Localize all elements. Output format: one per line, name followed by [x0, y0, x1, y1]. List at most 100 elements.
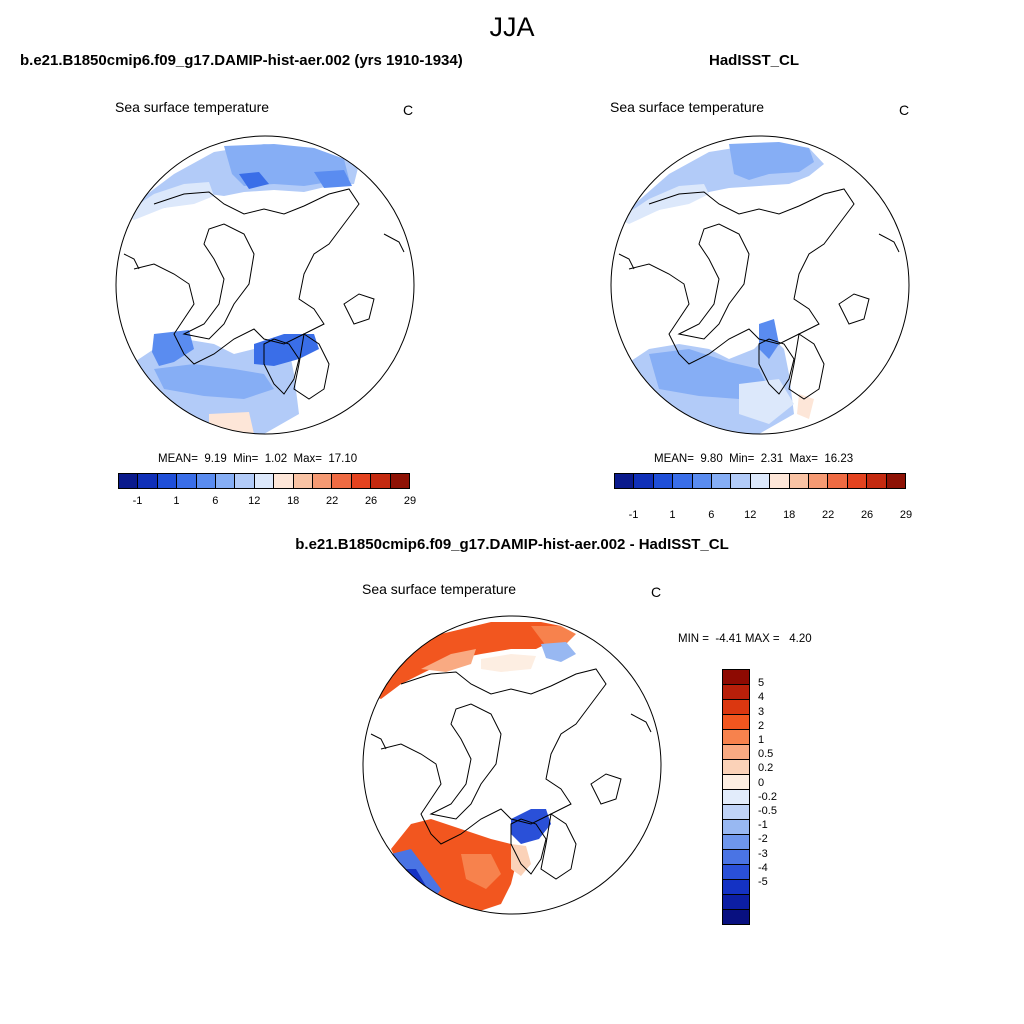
colorbar-tick-label: 29 — [403, 495, 417, 507]
colorbar-swatch — [828, 474, 848, 488]
model-colorbar — [118, 473, 410, 489]
nordic-light-anomaly — [511, 844, 531, 876]
atlantic-moderate-anomaly — [461, 854, 501, 889]
diff-min-value: -4.41 — [715, 633, 742, 645]
obs-max-label: Max= — [789, 453, 818, 465]
model-mean-label: MEAN= — [158, 453, 198, 465]
pacific-sst-core — [729, 142, 814, 180]
colorbar-swatch — [723, 835, 749, 850]
colorbar-tick-label: -0.5 — [758, 805, 777, 817]
colorbar-tick-label: 12 — [248, 495, 261, 507]
colorbar-swatch — [653, 474, 674, 488]
colorbar-tick-label: -4 — [758, 861, 768, 874]
diff-coastlines — [370, 668, 652, 880]
obs-colorbar — [614, 473, 906, 489]
colorbar-swatch — [615, 474, 635, 488]
diff-units-label: C — [651, 584, 662, 600]
colorbar-swatch — [254, 474, 275, 488]
atlantic-warm-edge — [209, 412, 254, 434]
colorbar-swatch — [723, 895, 749, 910]
atlantic-mid — [154, 364, 274, 399]
colorbar-tick-label: 22 — [822, 509, 835, 521]
model-coastlines — [123, 188, 405, 400]
obs-min-value: 2.31 — [760, 453, 784, 465]
colorbar-swatch — [750, 474, 771, 488]
colorbar-swatch — [332, 474, 352, 488]
colorbar-swatch — [723, 820, 749, 835]
colorbar-swatch — [723, 685, 749, 700]
obs-polar-map — [610, 135, 910, 435]
diff-min-label: MIN = — [678, 633, 709, 645]
bering-cold-patch — [239, 172, 269, 189]
colorbar-swatch — [157, 474, 178, 488]
colorbar-tick-label: 6 — [212, 495, 219, 507]
colorbar-swatch — [216, 474, 236, 488]
colorbar-swatch — [274, 474, 294, 488]
colorbar-tick-label: 12 — [744, 509, 757, 521]
labrador-cold — [152, 330, 194, 366]
colorbar-tick-label: 22 — [326, 495, 339, 507]
colorbar-swatch — [712, 474, 732, 488]
figure-title: JJA — [489, 12, 535, 42]
obs-panel-title: HadISST_CL — [709, 52, 800, 69]
obs-variable-label: Sea surface temperature — [610, 99, 765, 115]
obs-stats: MEAN= 9.80 Min= 2.31 Max= 16.23 — [654, 453, 853, 465]
colorbar-tick-label: 26 — [860, 509, 874, 521]
colorbar-swatch — [235, 474, 255, 488]
obs-mean-value: 9.80 — [700, 453, 723, 465]
okhotsk-cold-patch — [314, 170, 352, 188]
colorbar-swatch — [723, 760, 749, 775]
colorbar-tick-label: -5 — [758, 876, 768, 888]
colorbar-tick-label: -2 — [758, 833, 768, 846]
pacific-light-edge — [124, 182, 214, 220]
colorbar-tick-label: 1 — [669, 509, 676, 521]
diff-stats: MIN = -4.41 MAX = 4.20 — [678, 633, 812, 645]
diff-colorbar — [722, 669, 750, 925]
colorbar-tick-label: 18 — [287, 495, 300, 507]
model-max-label: Max= — [293, 453, 322, 465]
colorbar-swatch — [886, 474, 906, 488]
colorbar-swatch — [723, 670, 749, 685]
colorbar-swatch — [723, 775, 749, 790]
model-polar-map — [115, 135, 415, 435]
colorbar-tick-label: 2 — [758, 719, 765, 732]
pacific-moderate-anomaly — [421, 649, 476, 672]
colorbar-swatch — [723, 715, 749, 730]
model-stats: MEAN= 9.19 Min= 1.02 Max= 17.10 — [158, 453, 357, 465]
colorbar-swatch — [723, 790, 749, 805]
obs-min-label: Min= — [729, 453, 755, 465]
obs-units-label: C — [899, 102, 910, 118]
colorbar-tick-label: 0.5 — [758, 748, 774, 761]
colorbar-tick-label: 0.2 — [758, 762, 774, 775]
diff-polar-map — [362, 615, 662, 915]
model-max-value: 17.10 — [328, 453, 358, 465]
colorbar-swatch — [293, 474, 314, 488]
colorbar-swatch — [770, 474, 790, 488]
colorbar-swatch — [723, 805, 749, 820]
colorbar-swatch — [313, 474, 333, 488]
diff-variable-label: Sea surface temperature — [362, 581, 517, 597]
colorbar-tick-label: 4 — [758, 691, 765, 704]
colorbar-swatch — [138, 474, 158, 488]
colorbar-swatch — [634, 474, 654, 488]
atlantic-warm-edge — [797, 394, 814, 419]
pacific-light-edge — [619, 184, 709, 224]
atlantic-light — [739, 379, 794, 424]
colorbar-swatch — [723, 730, 749, 745]
colorbar-tick-label: -3 — [758, 847, 768, 860]
model-colorbar-ticks: -1 1 6 12 18 22 26 29 — [118, 495, 417, 509]
colorbar-swatch — [809, 474, 829, 488]
colorbar-swatch — [723, 745, 749, 760]
model-units-label: C — [403, 102, 414, 118]
okhotsk-cool-anomaly — [541, 642, 576, 662]
colorbar-swatch — [723, 700, 749, 715]
bering-light-anomaly — [531, 626, 576, 646]
colorbar-swatch — [196, 474, 217, 488]
barents-cold-anomaly — [511, 809, 551, 844]
diff-max-label: MAX = — [744, 633, 780, 645]
obs-colorbar-ticks: -1 1 6 12 18 22 26 29 — [614, 509, 913, 523]
diff-max-value: 4.20 — [789, 633, 812, 645]
pacific-weak-anomaly — [481, 654, 536, 672]
obs-coastlines — [618, 188, 900, 400]
colorbar-swatch — [723, 880, 749, 895]
